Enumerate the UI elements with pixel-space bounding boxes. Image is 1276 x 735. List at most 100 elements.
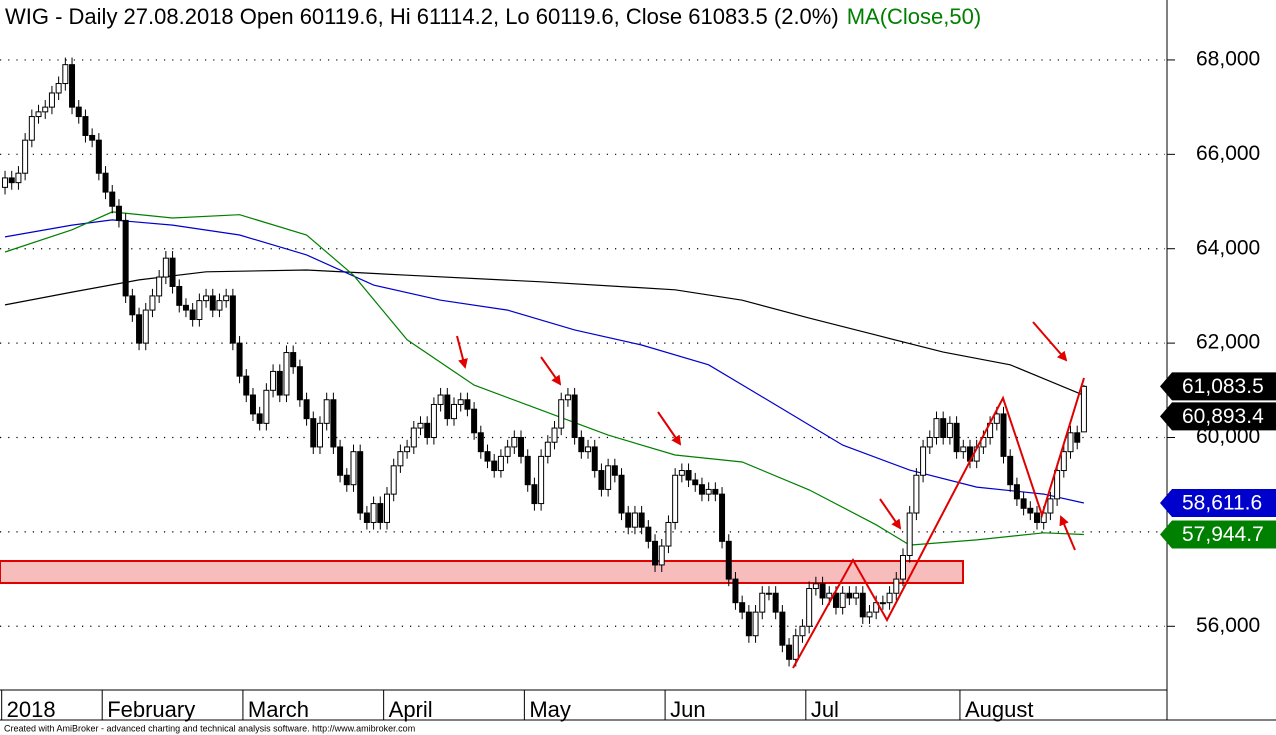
candle-body	[343, 474, 350, 486]
candle-body	[1067, 432, 1074, 453]
arrow	[456, 335, 468, 369]
candle-body	[15, 172, 22, 184]
candle-body	[578, 437, 585, 453]
candle-body	[692, 479, 699, 486]
candle-body	[115, 205, 122, 221]
candle-body	[169, 257, 176, 287]
candle-body	[926, 437, 933, 448]
candle-body	[189, 309, 196, 321]
candle-body	[1080, 385, 1087, 433]
candle-body	[558, 399, 565, 429]
candle-body	[511, 437, 518, 448]
legend-entry: MA(Close,50)	[847, 4, 981, 29]
title-backdrop	[0, 2, 1160, 32]
arrow	[879, 498, 902, 530]
candle-body	[350, 451, 357, 486]
candle-body	[779, 611, 786, 646]
candle-body	[611, 465, 618, 476]
candle-body	[946, 422, 953, 439]
candle-body	[786, 644, 793, 660]
candle-body	[290, 352, 297, 368]
candle-body	[1034, 512, 1041, 523]
candle-body	[75, 106, 82, 118]
candle-body	[109, 191, 116, 207]
candle-body	[2, 177, 9, 188]
candle-body	[886, 592, 893, 604]
candle-body	[457, 399, 464, 405]
y-tick-label: 68,000	[1196, 47, 1260, 70]
candle-body	[960, 446, 967, 453]
value-label-box	[1160, 402, 1276, 431]
candle-body	[832, 592, 839, 608]
x-tick-label: Jun	[670, 697, 705, 722]
candle-body	[933, 418, 940, 439]
candle-body	[451, 403, 458, 420]
value-label-box	[1160, 489, 1276, 518]
candle-body	[765, 592, 772, 595]
chart-title: WIG - Daily 27.08.2018 Open 60119.6, Hi …	[5, 4, 981, 29]
y-tick-label: 64,000	[1196, 236, 1260, 259]
grid	[0, 59, 1165, 627]
x-tick-label: March	[248, 697, 309, 722]
axis-labels: 56,00058,00060,00062,00064,00066,00068,0…	[1, 47, 1260, 722]
candle-body	[424, 422, 431, 439]
candle-body	[866, 611, 873, 618]
candle-body	[859, 592, 866, 618]
candle-body	[1060, 451, 1067, 472]
arrow	[657, 411, 682, 446]
candle-body	[598, 470, 605, 490]
candle-body	[792, 635, 799, 660]
x-tick-label: 2018	[7, 697, 56, 722]
zigzag	[792, 377, 1085, 669]
candle-body	[444, 394, 451, 420]
candle-body	[337, 446, 344, 476]
support-zone	[0, 560, 964, 584]
candle-body	[799, 625, 806, 637]
candle-body	[544, 441, 551, 457]
candle-body	[839, 592, 846, 608]
candle-body	[1074, 432, 1081, 443]
candle-body	[283, 352, 290, 396]
candle-body	[618, 474, 625, 514]
candle-body	[430, 403, 437, 439]
candle-body	[229, 295, 236, 344]
candle-body	[497, 455, 504, 472]
candle-body	[477, 432, 484, 453]
candle-body	[665, 521, 672, 547]
candle-body	[296, 366, 303, 401]
candle-body	[256, 413, 263, 424]
candle-body	[209, 295, 216, 311]
x-tick-label: May	[529, 697, 571, 722]
candle-body	[551, 427, 558, 443]
candle-body	[404, 446, 411, 453]
candle-body	[812, 583, 819, 590]
candle-body	[270, 370, 277, 391]
footer: Created with AmiBroker - advanced charti…	[4, 723, 415, 733]
ma-line	[4, 269, 1085, 396]
candle-body	[1054, 470, 1061, 500]
candle-body	[95, 139, 102, 174]
candle-body	[223, 295, 230, 302]
candle-body	[377, 503, 384, 523]
candle-body	[585, 446, 592, 453]
x-tick-label: Jul	[811, 697, 839, 722]
value-label: 61,083.5	[1182, 375, 1264, 398]
candle-body	[182, 304, 189, 311]
candle-body	[176, 285, 183, 306]
candle-body	[571, 394, 578, 439]
x-tick-label: August	[965, 697, 1033, 722]
candle-body	[330, 399, 337, 448]
candle-body	[531, 484, 538, 505]
candle-body	[1040, 512, 1047, 523]
x-tick-label: April	[389, 697, 433, 722]
candle-body	[249, 394, 256, 415]
candle-body	[759, 592, 766, 613]
candle-body	[437, 394, 444, 405]
candle-body	[55, 83, 62, 94]
candle-body	[879, 602, 886, 605]
candle-body	[216, 300, 223, 311]
candle-body	[303, 399, 310, 420]
candle-body	[316, 422, 323, 448]
candle-body	[772, 592, 779, 613]
